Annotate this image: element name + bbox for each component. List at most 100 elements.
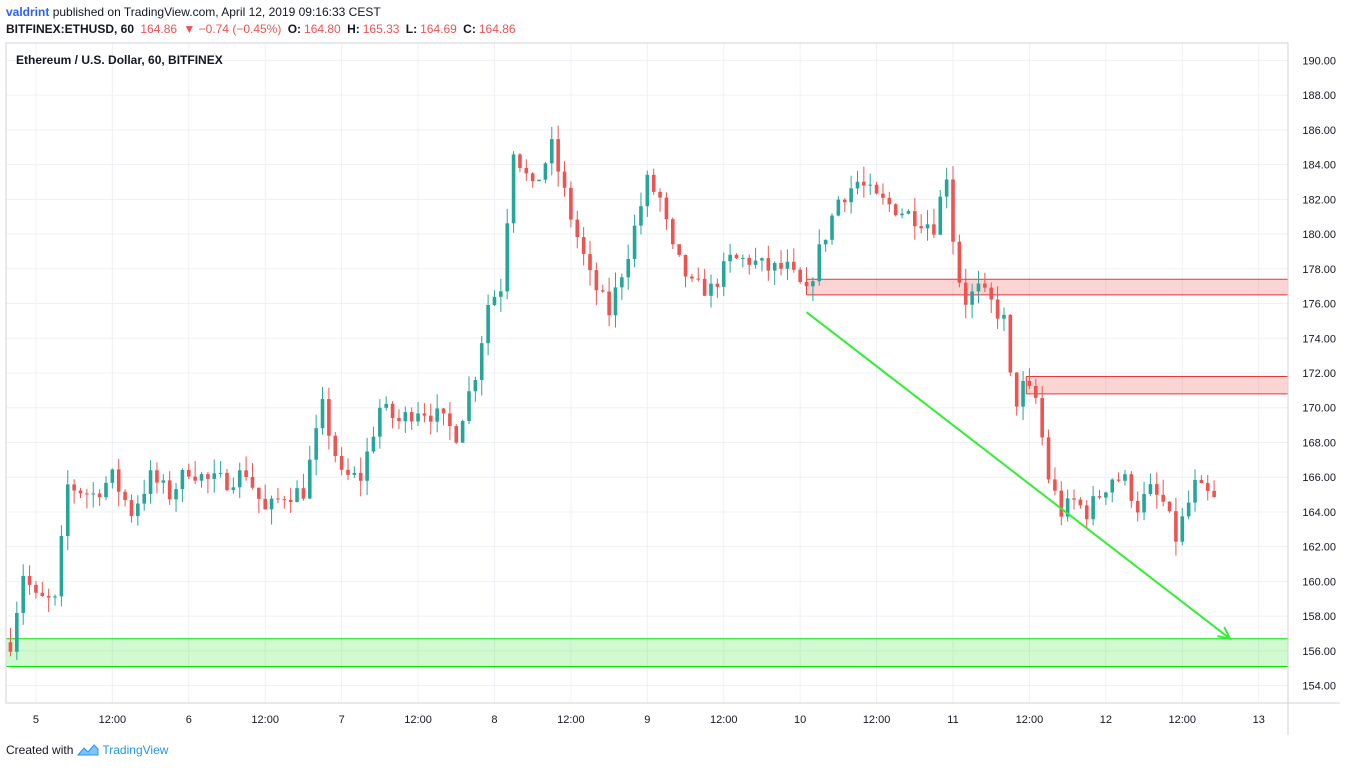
candle-body bbox=[600, 290, 605, 292]
candle-body bbox=[1186, 502, 1191, 517]
candle-body bbox=[709, 283, 713, 296]
candle-body bbox=[378, 407, 382, 437]
candle-body bbox=[1008, 314, 1013, 373]
candle-body bbox=[320, 399, 325, 429]
candle-body bbox=[1053, 479, 1057, 491]
candle-body bbox=[390, 403, 395, 419]
candle-body bbox=[721, 261, 726, 287]
candle-body bbox=[136, 503, 140, 517]
time-tick-label: 12:00 bbox=[99, 714, 127, 726]
candle-body bbox=[473, 379, 478, 392]
time-tick-label: 12:00 bbox=[863, 714, 891, 726]
candle-body bbox=[1180, 516, 1185, 542]
price-tick-label: 180.00 bbox=[1302, 229, 1336, 241]
candle-body bbox=[416, 413, 420, 422]
candle-body bbox=[8, 642, 13, 652]
candle-body bbox=[1123, 474, 1127, 481]
candle-body bbox=[919, 226, 923, 229]
candle-body bbox=[1212, 490, 1216, 498]
candle-body bbox=[677, 244, 681, 255]
time-tick-label: 5 bbox=[33, 714, 39, 726]
candle-body bbox=[645, 174, 650, 207]
candle-body bbox=[492, 296, 497, 306]
candle-body bbox=[798, 269, 802, 282]
candle-body bbox=[989, 287, 994, 300]
candle-body bbox=[626, 258, 631, 278]
candle-body bbox=[690, 276, 694, 279]
candle-body bbox=[779, 262, 783, 269]
price-tick-label: 168.00 bbox=[1302, 437, 1336, 449]
price-tick-label: 174.00 bbox=[1302, 333, 1336, 345]
candle-body bbox=[397, 418, 401, 422]
price-axis[interactable]: 154.00 156.00 158.00 160.00 162.00 164.00 166.… bbox=[1302, 55, 1336, 692]
candle-body bbox=[1142, 494, 1146, 513]
candle-body bbox=[1078, 499, 1083, 506]
candle-body bbox=[963, 282, 968, 305]
time-tick-label: 10 bbox=[794, 714, 806, 726]
time-tick-label: 12:00 bbox=[557, 714, 585, 726]
price-tick-label: 158.00 bbox=[1302, 611, 1336, 623]
candle-body bbox=[499, 291, 503, 297]
candle-body bbox=[900, 213, 904, 216]
resistance-2-zone bbox=[1026, 376, 1288, 394]
price-tick-label: 172.00 bbox=[1302, 368, 1336, 380]
trend-arrow-head bbox=[1217, 626, 1232, 641]
candle-body bbox=[804, 281, 809, 287]
candle-body bbox=[1110, 479, 1115, 493]
author-link[interactable]: valdrint bbox=[6, 5, 50, 19]
candle-body bbox=[524, 167, 529, 174]
candle-body bbox=[1116, 479, 1121, 481]
last-price: 164.86 bbox=[140, 22, 178, 36]
price-tick-label: 182.00 bbox=[1302, 194, 1336, 206]
candle-body bbox=[575, 219, 580, 238]
candle-body bbox=[932, 224, 936, 235]
candle-body bbox=[537, 179, 541, 182]
time-tick-label: 12:00 bbox=[710, 714, 738, 726]
price-change: ▼ −0.74 (−0.45%) bbox=[183, 22, 282, 36]
candle-body bbox=[951, 179, 955, 242]
time-tick-label: 6 bbox=[186, 714, 192, 726]
candle-body bbox=[110, 469, 115, 483]
candle-body bbox=[938, 196, 943, 235]
candle-body bbox=[193, 476, 197, 481]
candle-body bbox=[670, 219, 675, 245]
candle-body bbox=[944, 179, 949, 197]
candle-body bbox=[1205, 483, 1210, 491]
candle-body bbox=[817, 244, 822, 282]
price-tick-label: 178.00 bbox=[1302, 264, 1336, 276]
candle-body bbox=[448, 413, 452, 427]
candle-body bbox=[460, 421, 465, 443]
candle-body bbox=[1002, 314, 1006, 319]
time-tick-label: 12:00 bbox=[1016, 714, 1044, 726]
trend-arrow-line bbox=[805, 311, 1231, 640]
candle-body bbox=[422, 413, 427, 416]
candle-body bbox=[441, 408, 446, 414]
candle-body bbox=[849, 188, 853, 203]
candle-body bbox=[46, 595, 51, 598]
candle-body bbox=[1091, 496, 1095, 520]
candle-body bbox=[1059, 490, 1064, 517]
candle-body bbox=[734, 254, 739, 259]
candle-body bbox=[314, 428, 318, 460]
candle-body bbox=[970, 291, 974, 305]
candle-body bbox=[371, 436, 376, 452]
candle-body bbox=[1129, 474, 1134, 501]
candle-body bbox=[352, 472, 357, 475]
support-zone bbox=[6, 638, 1288, 667]
candle-body bbox=[435, 408, 439, 422]
tradingview-brand-link[interactable]: TradingView bbox=[102, 743, 169, 757]
candle-body bbox=[129, 500, 134, 517]
candle-body bbox=[263, 498, 268, 510]
candle-body bbox=[1161, 494, 1165, 502]
candle-body bbox=[327, 399, 331, 436]
candle-body bbox=[269, 498, 274, 510]
candle-body bbox=[1072, 498, 1076, 500]
candle-body bbox=[906, 211, 911, 214]
candle-body bbox=[753, 260, 758, 265]
footer: Created with TradingView bbox=[6, 743, 168, 757]
time-axis[interactable]: 5 12:00 6 12:00 7 12:00 8 12:00 9 12:00 10 12:00 11 1… bbox=[33, 714, 1265, 726]
chart-title: Ethereum / U.S. Dollar, 60, BITFINEX bbox=[16, 53, 223, 67]
candle-body bbox=[365, 451, 369, 481]
time-tick-label: 11 bbox=[947, 714, 958, 726]
